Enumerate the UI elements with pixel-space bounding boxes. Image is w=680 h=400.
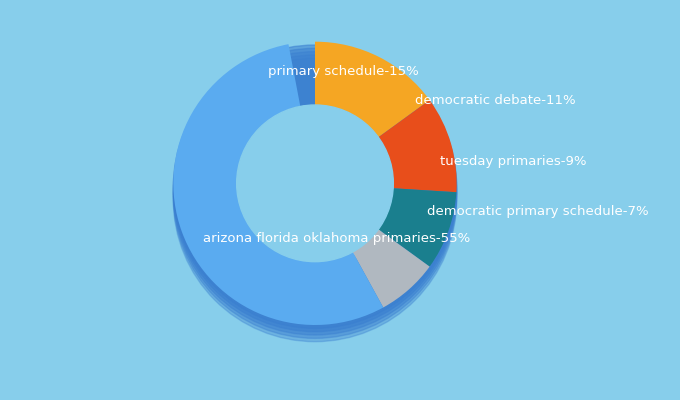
Wedge shape <box>378 188 456 267</box>
Wedge shape <box>378 100 457 192</box>
Text: democratic debate-11%: democratic debate-11% <box>415 94 576 106</box>
Text: primary schedule-15%: primary schedule-15% <box>268 65 419 78</box>
Circle shape <box>237 108 393 265</box>
Circle shape <box>173 45 457 328</box>
Wedge shape <box>353 229 430 308</box>
Wedge shape <box>315 42 430 137</box>
Circle shape <box>237 105 393 262</box>
Wedge shape <box>173 44 384 325</box>
Text: democratic primary schedule-7%: democratic primary schedule-7% <box>426 205 648 218</box>
Circle shape <box>173 55 457 338</box>
Circle shape <box>237 118 393 275</box>
Circle shape <box>237 115 393 272</box>
Circle shape <box>173 58 457 342</box>
Text: tuesday primaries-9%: tuesday primaries-9% <box>440 155 586 168</box>
Circle shape <box>173 48 457 332</box>
Circle shape <box>173 52 457 335</box>
Circle shape <box>237 122 393 278</box>
Text: arizona florida oklahoma primaries-55%: arizona florida oklahoma primaries-55% <box>203 232 471 245</box>
Circle shape <box>237 112 393 268</box>
